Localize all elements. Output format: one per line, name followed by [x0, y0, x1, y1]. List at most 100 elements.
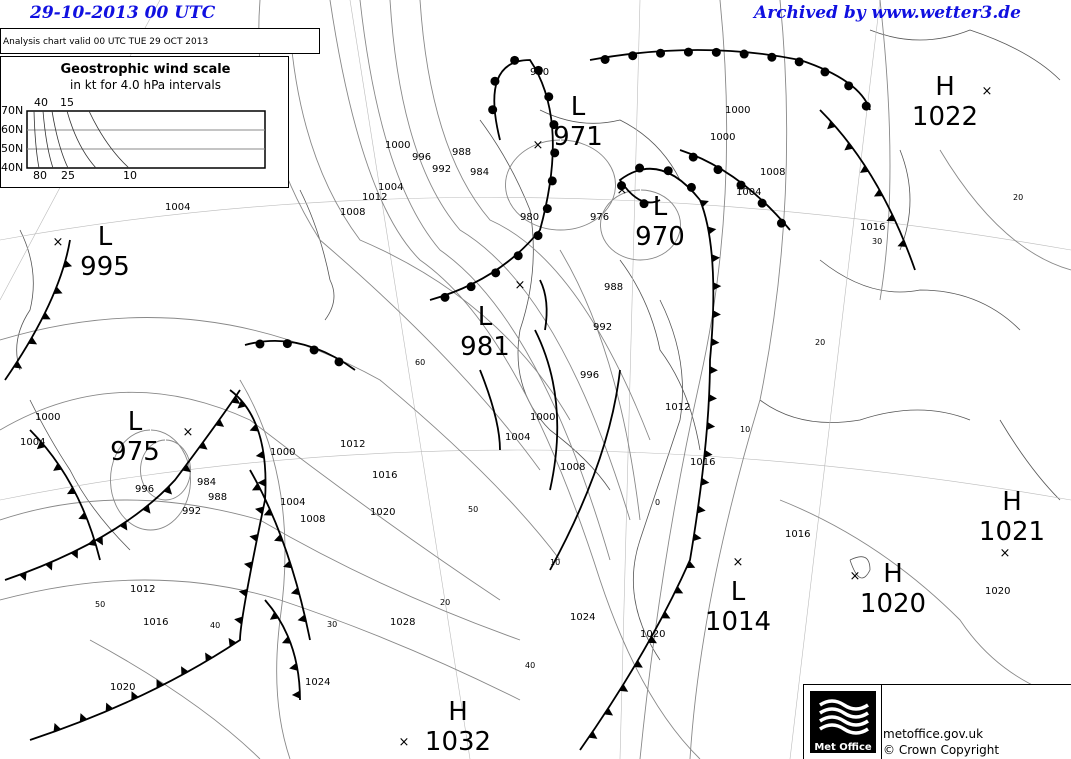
wind-speed-label: 40 — [210, 621, 220, 630]
centre-pressure: 1020 — [860, 589, 926, 619]
isobar — [0, 579, 521, 701]
centre-pressure: 971 — [553, 122, 603, 152]
warm-front — [429, 59, 554, 301]
isobar-label: 1028 — [390, 617, 415, 628]
isobar-label: 1004 — [505, 432, 530, 443]
cold-front-triangle — [283, 560, 292, 569]
cold-front-triangle — [36, 440, 46, 450]
isobar-label: 1020 — [110, 682, 135, 693]
cold-front-triangle — [70, 549, 78, 559]
isobar-label: 1020 — [640, 629, 665, 640]
isobar-label: 1000 — [270, 447, 295, 458]
isobar-label: 1012 — [130, 584, 155, 595]
isobar — [239, 379, 291, 759]
cold-front-triangle — [269, 611, 279, 620]
isobar-label: 1004 — [165, 202, 190, 213]
cold-front-triangle — [53, 722, 62, 732]
isobar-label: 1016 — [860, 222, 885, 233]
cold-front-triangle — [156, 679, 164, 689]
isobar — [0, 391, 501, 601]
cold-front-triangle — [281, 636, 291, 644]
warm-front-semicircle — [736, 180, 746, 190]
isobar — [110, 429, 191, 531]
warm-front-semicircle — [635, 163, 645, 173]
cold-front-triangle — [873, 189, 883, 197]
archive-link[interactable]: Archived by www.wetter3.de — [754, 3, 1021, 23]
cold-front-triangle — [142, 504, 151, 514]
cold-front-triangle — [182, 464, 191, 473]
lat-label: 40N — [1, 161, 24, 174]
isobar-label: 1024 — [305, 677, 330, 688]
isobar-label: 1020 — [985, 586, 1010, 597]
isobar — [505, 139, 616, 231]
isobar-label: 1008 — [760, 167, 785, 178]
cold-front-triangle — [228, 637, 237, 647]
cold-front-triangle — [251, 483, 261, 491]
isobar-label: 996 — [580, 370, 599, 381]
cold-front-triangle — [249, 423, 259, 432]
cold-front-triangle — [95, 536, 103, 546]
isobar — [389, 0, 631, 521]
met-office-logo-panel: Met Office metoffice.gov.uk © Crown Copy… — [803, 684, 1071, 759]
cold-front-triangle — [704, 449, 713, 458]
isobar-label: 1016 — [785, 529, 810, 540]
isobar — [329, 0, 701, 759]
isobar — [0, 317, 561, 561]
isobar-label: 1004 — [20, 437, 45, 448]
cold-front — [29, 389, 267, 741]
centre-type: L — [478, 302, 493, 332]
wind-speed-label: 40 — [525, 661, 535, 670]
warm-front-semicircle — [711, 47, 721, 57]
centre-marker: × — [183, 425, 194, 440]
isobar-label: 1016 — [143, 617, 168, 628]
centre-type: H — [448, 697, 468, 727]
centre-marker: × — [1000, 546, 1011, 561]
cold-front-triangle — [63, 260, 73, 268]
warm-front-semicircle — [513, 251, 523, 261]
centre-type: L — [98, 222, 113, 252]
cold-front-triangle — [619, 684, 629, 692]
wind-speed-label: 30 — [872, 237, 882, 246]
cold-front-triangle — [255, 506, 264, 515]
scale-top-label: 15 — [60, 96, 74, 109]
isobar — [879, 0, 891, 301]
wind-speed-label: 0 — [655, 498, 660, 507]
isobar-label: 1000 — [385, 140, 410, 151]
scale-bottom-label: 80 — [33, 169, 47, 182]
metoffice-url[interactable]: metoffice.gov.uk — [883, 727, 984, 741]
cold-front — [4, 239, 71, 381]
cold-front-triangle — [604, 707, 614, 716]
cold-front-triangle — [238, 588, 248, 597]
cold-front-triangle — [708, 394, 717, 403]
cold-front-triangle — [249, 533, 259, 542]
wind-speed-label: 30 — [327, 620, 337, 629]
centre-pressure: 1014 — [705, 607, 771, 637]
cold-front — [29, 429, 101, 561]
cold-front-triangle — [41, 312, 51, 320]
isobar-label: 1000 — [530, 412, 555, 423]
isobar-label: 1008 — [560, 462, 585, 473]
centre-marker: × — [733, 555, 744, 570]
warm-front-semicircle — [688, 152, 698, 162]
cold-front-triangle — [105, 702, 114, 712]
cold-front-triangle — [231, 395, 241, 404]
isobar-label: 1016 — [690, 457, 715, 468]
warm-front-semicircle — [776, 218, 786, 228]
cold-front-triangle — [234, 616, 243, 625]
cold-front-triangle — [289, 662, 298, 671]
isobar-label: 1008 — [340, 207, 365, 218]
centre-pressure: 981 — [460, 332, 510, 362]
warm-front-semicircle — [488, 105, 498, 115]
isobar-label: 992 — [182, 506, 201, 517]
cold-front-triangle — [163, 485, 173, 495]
isobar — [639, 0, 728, 759]
isobar-label: 996 — [135, 484, 154, 495]
cold-front-triangle — [648, 635, 657, 644]
centre-type: H — [935, 72, 955, 102]
warm-front-semicircle — [628, 51, 638, 61]
cold-front-triangle — [693, 533, 702, 542]
centre-type: L — [128, 407, 143, 437]
isobar-label: 1012 — [665, 402, 690, 413]
warm-front-semicircle — [739, 49, 749, 59]
